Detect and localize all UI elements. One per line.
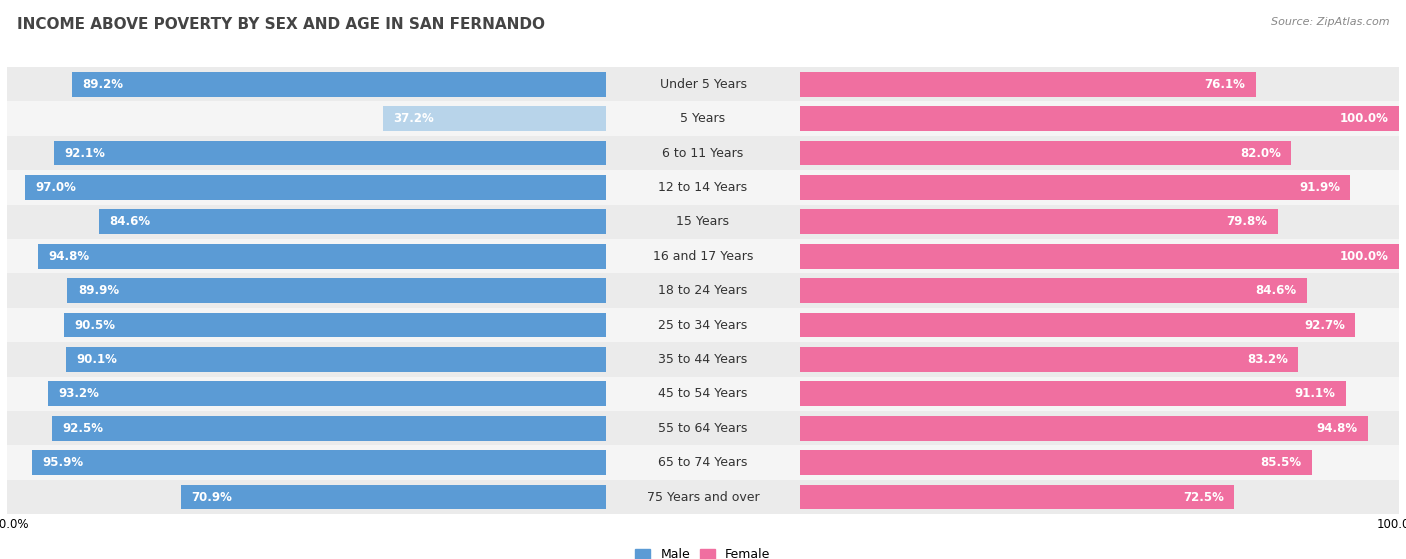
Bar	[55, 141, 606, 165]
Bar	[7, 273, 1399, 308]
Text: 83.2%: 83.2%	[1247, 353, 1288, 366]
Bar	[800, 347, 1298, 372]
Text: 92.5%: 92.5%	[62, 422, 104, 435]
Bar	[800, 72, 1256, 97]
Text: 25 to 34 Years: 25 to 34 Years	[658, 319, 748, 331]
Bar	[800, 244, 1399, 269]
Bar	[800, 106, 1399, 131]
Bar	[7, 239, 1399, 273]
Bar	[800, 381, 1346, 406]
Text: 97.0%: 97.0%	[35, 181, 76, 194]
Text: 90.1%: 90.1%	[77, 353, 118, 366]
Text: 84.6%: 84.6%	[110, 215, 150, 229]
Text: 82.0%: 82.0%	[1240, 146, 1281, 159]
Legend: Male, Female: Male, Female	[630, 543, 776, 559]
Bar	[48, 381, 606, 406]
Bar	[382, 106, 606, 131]
Bar	[63, 312, 606, 338]
Bar	[7, 170, 1399, 205]
Text: 72.5%: 72.5%	[1182, 491, 1225, 504]
Bar	[7, 67, 1399, 102]
Text: 85.5%: 85.5%	[1261, 456, 1302, 469]
Text: 89.9%: 89.9%	[77, 284, 120, 297]
Text: 70.9%: 70.9%	[191, 491, 232, 504]
Text: 75 Years and over: 75 Years and over	[647, 491, 759, 504]
Text: 5 Years: 5 Years	[681, 112, 725, 125]
Text: Source: ZipAtlas.com: Source: ZipAtlas.com	[1271, 17, 1389, 27]
Text: INCOME ABOVE POVERTY BY SEX AND AGE IN SAN FERNANDO: INCOME ABOVE POVERTY BY SEX AND AGE IN S…	[17, 17, 546, 32]
Text: 18 to 24 Years: 18 to 24 Years	[658, 284, 748, 297]
Text: 91.1%: 91.1%	[1295, 387, 1336, 400]
Text: 6 to 11 Years: 6 to 11 Years	[662, 146, 744, 159]
Text: 92.7%: 92.7%	[1303, 319, 1344, 331]
Bar	[7, 136, 1399, 170]
Text: 92.1%: 92.1%	[65, 146, 105, 159]
Bar	[38, 244, 606, 269]
Bar	[66, 347, 606, 372]
Text: 89.2%: 89.2%	[82, 78, 124, 91]
Bar	[800, 210, 1278, 234]
Bar	[7, 411, 1399, 446]
Bar	[7, 205, 1399, 239]
Bar	[7, 446, 1399, 480]
Text: 55 to 64 Years: 55 to 64 Years	[658, 422, 748, 435]
Bar	[800, 175, 1351, 200]
Bar	[800, 312, 1355, 338]
Bar	[72, 72, 606, 97]
Bar	[800, 141, 1291, 165]
Bar	[7, 102, 1399, 136]
Text: 76.1%: 76.1%	[1205, 78, 1246, 91]
Text: 91.9%: 91.9%	[1299, 181, 1340, 194]
Bar	[31, 451, 606, 475]
Text: 100.0%: 100.0%	[1340, 250, 1389, 263]
Text: 12 to 14 Years: 12 to 14 Years	[658, 181, 748, 194]
Text: 93.2%: 93.2%	[58, 387, 98, 400]
Bar	[7, 342, 1399, 377]
Bar	[800, 416, 1368, 440]
Text: 79.8%: 79.8%	[1226, 215, 1268, 229]
Bar	[52, 416, 606, 440]
Text: 94.8%: 94.8%	[49, 250, 90, 263]
Bar	[800, 278, 1306, 303]
Text: 65 to 74 Years: 65 to 74 Years	[658, 456, 748, 469]
Bar	[181, 485, 606, 509]
Bar	[7, 480, 1399, 514]
Bar	[7, 308, 1399, 342]
Text: 84.6%: 84.6%	[1256, 284, 1296, 297]
Text: 100.0%: 100.0%	[1340, 112, 1389, 125]
Text: 94.8%: 94.8%	[1316, 422, 1357, 435]
Bar	[67, 278, 606, 303]
Bar	[800, 451, 1312, 475]
Bar	[7, 377, 1399, 411]
Bar	[25, 175, 606, 200]
Text: 95.9%: 95.9%	[42, 456, 83, 469]
Text: 90.5%: 90.5%	[75, 319, 115, 331]
Text: 37.2%: 37.2%	[394, 112, 434, 125]
Bar	[100, 210, 606, 234]
Text: 45 to 54 Years: 45 to 54 Years	[658, 387, 748, 400]
Bar	[800, 485, 1234, 509]
Text: Under 5 Years: Under 5 Years	[659, 78, 747, 91]
Text: 16 and 17 Years: 16 and 17 Years	[652, 250, 754, 263]
Text: 35 to 44 Years: 35 to 44 Years	[658, 353, 748, 366]
Text: 15 Years: 15 Years	[676, 215, 730, 229]
